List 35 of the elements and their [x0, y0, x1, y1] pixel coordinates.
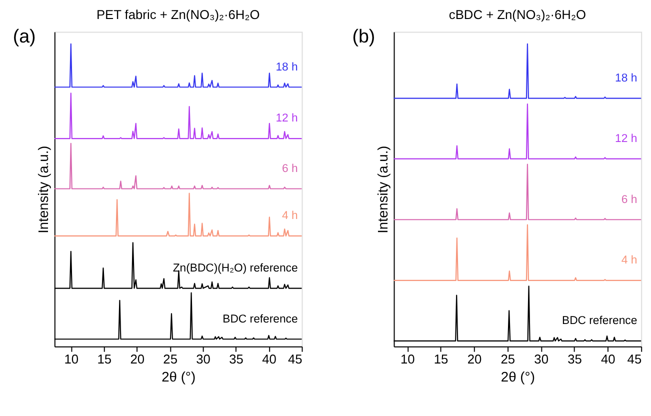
- x-tick-label: 45: [627, 352, 642, 367]
- text: (a): [12, 26, 36, 47]
- x-tick-label: 40: [262, 352, 276, 367]
- x-axis-title: 2θ (°): [162, 368, 196, 384]
- series-label: BDC reference: [222, 313, 298, 326]
- series-label: BDC reference: [562, 315, 638, 328]
- x-axis-title: 2θ (°): [500, 368, 535, 384]
- y-axis-title: Intensity (a.u.): [34, 146, 51, 234]
- chart-title: cBDC + Zn(NO₃)₂·6H₂O: [448, 6, 586, 22]
- series-label: 18 h: [276, 61, 298, 74]
- x-tick-label: 35: [568, 352, 582, 367]
- series-label: 18 h: [615, 72, 638, 84]
- x-tick-label: 30: [196, 352, 210, 367]
- series-label: 12 h: [615, 133, 638, 145]
- series-label: 4 h: [282, 210, 298, 222]
- x-tick-label: 25: [163, 352, 178, 367]
- x-tick-label: 35: [229, 352, 244, 367]
- x-tick-label: 15: [434, 352, 448, 367]
- y-axis-title: Intensity (a.u.): [374, 146, 390, 234]
- x-tick-label: 25: [500, 352, 516, 367]
- series-label: 4 h: [621, 254, 638, 267]
- x-tick-label: 10: [64, 352, 79, 367]
- text: (b): [352, 26, 376, 47]
- x-tick-label: 30: [534, 352, 548, 367]
- x-tick-label: 40: [601, 352, 616, 367]
- series-label: 6 h: [282, 162, 298, 175]
- x-tick-label: 45: [288, 352, 302, 367]
- chart-title: PET fabric + Zn(NO₃)₂·6H₂O: [96, 6, 260, 22]
- x-tick-label: 15: [97, 352, 112, 367]
- series-label: Zn(BDC)(H₂O) reference: [172, 262, 298, 274]
- x-tick-label: 20: [467, 352, 482, 367]
- series-label: 6 h: [621, 194, 638, 206]
- x-tick-label: 10: [400, 352, 415, 367]
- x-tick-label: 20: [130, 352, 145, 367]
- series-label: 12 h: [276, 112, 298, 125]
